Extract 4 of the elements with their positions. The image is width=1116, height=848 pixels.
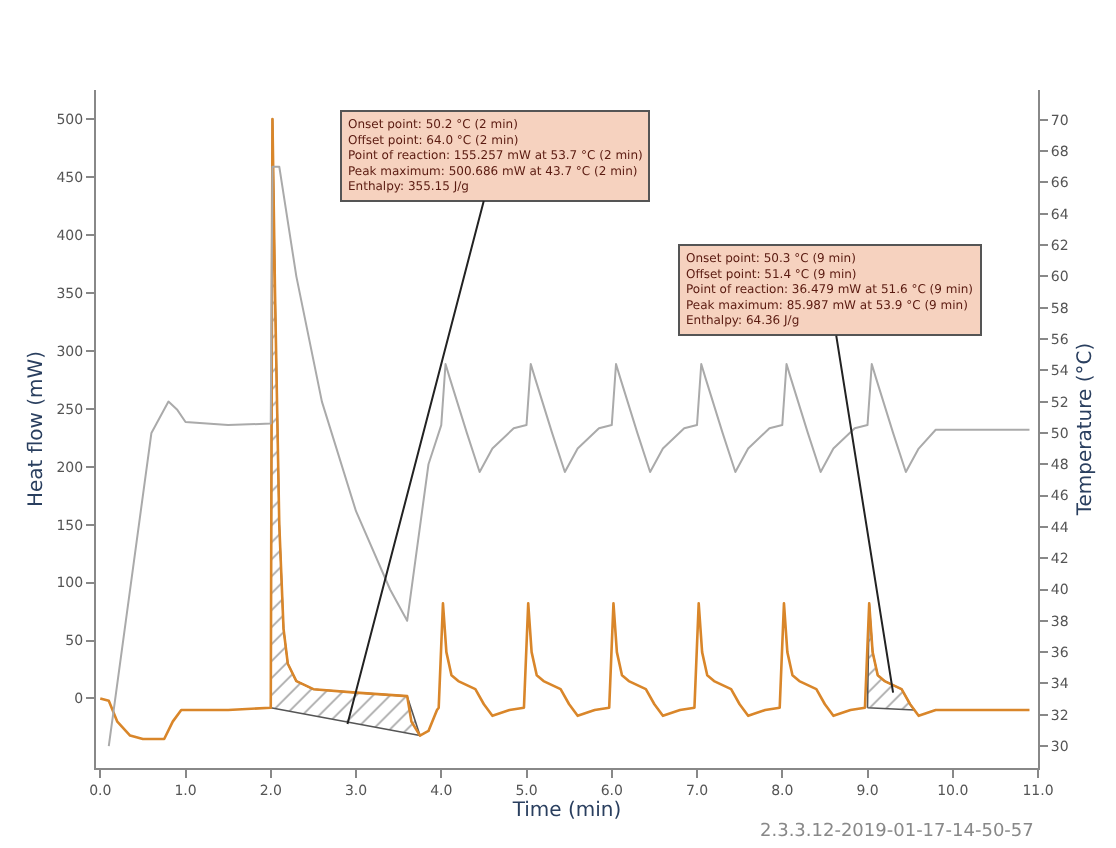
x-axis-title: Time (min) — [510, 799, 622, 822]
text: 2.3.3.12-2019-01-17-14-50-57 — [760, 822, 1034, 842]
y-axis-title: Heat flow (mW) — [26, 350, 49, 508]
y2-axis-title: Temperature (°C) — [1074, 342, 1097, 518]
